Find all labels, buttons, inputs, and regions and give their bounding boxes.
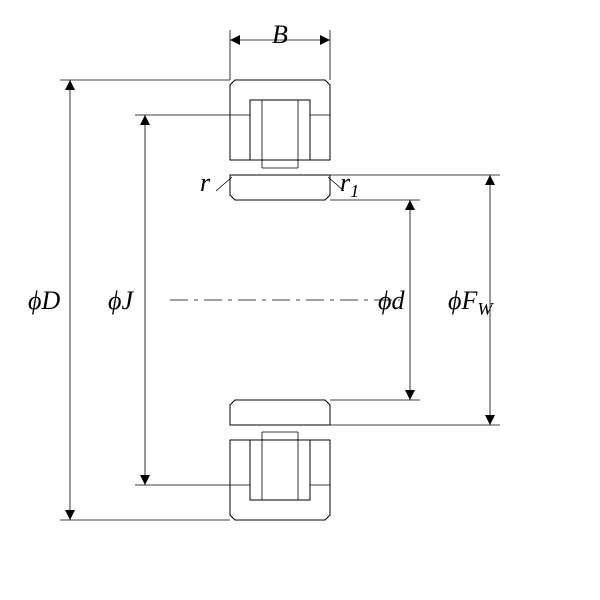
label-phid: ϕd: [378, 286, 404, 316]
diagram-svg: [0, 0, 600, 600]
bearing-section-diagram: B ϕD ϕJ ϕd ϕFW r r1: [0, 0, 600, 600]
label-phiFw: ϕFW: [448, 286, 493, 320]
label-r1: r1: [340, 168, 359, 202]
label-phiJ: ϕJ: [108, 286, 133, 316]
label-B: B: [272, 20, 288, 50]
label-phiD: ϕD: [28, 286, 60, 316]
label-r: r: [200, 168, 210, 198]
